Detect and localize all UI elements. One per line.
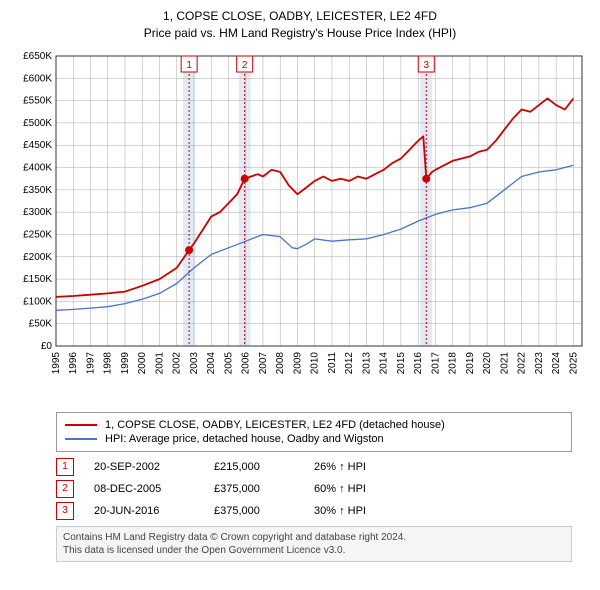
- svg-text:2007: 2007: [258, 351, 269, 374]
- svg-text:1995: 1995: [51, 351, 62, 374]
- svg-text:3: 3: [423, 60, 429, 71]
- transaction-date: 08-DEC-2005: [94, 483, 214, 495]
- transaction-delta: 30% ↑ HPI: [314, 505, 414, 517]
- svg-text:2016: 2016: [413, 351, 424, 374]
- svg-text:2001: 2001: [154, 351, 165, 374]
- svg-text:2011: 2011: [327, 351, 338, 373]
- svg-text:2010: 2010: [310, 351, 321, 374]
- svg-text:2013: 2013: [361, 351, 372, 374]
- svg-text:£550K: £550K: [23, 95, 52, 106]
- svg-text:2003: 2003: [189, 351, 200, 374]
- svg-text:£450K: £450K: [23, 140, 52, 151]
- svg-text:2005: 2005: [223, 351, 234, 374]
- title-line-1: 1, COPSE CLOSE, OADBY, LEICESTER, LE2 4F…: [8, 8, 592, 25]
- transaction-marker: 1: [56, 458, 74, 476]
- svg-text:£50K: £50K: [29, 318, 53, 329]
- svg-text:£200K: £200K: [23, 251, 52, 262]
- svg-text:£600K: £600K: [23, 73, 52, 84]
- footer-attribution: Contains HM Land Registry data © Crown c…: [56, 526, 572, 562]
- svg-text:2017: 2017: [430, 351, 441, 374]
- svg-text:2004: 2004: [206, 351, 217, 374]
- transaction-row: 3 20-JUN-2016 £375,000 30% ↑ HPI: [56, 502, 572, 520]
- svg-text:2025: 2025: [568, 351, 579, 374]
- svg-text:£100K: £100K: [23, 296, 52, 307]
- transaction-row: 1 20-SEP-2002 £215,000 26% ↑ HPI: [56, 458, 572, 476]
- svg-text:2020: 2020: [482, 351, 493, 374]
- svg-text:1999: 1999: [120, 351, 131, 374]
- svg-text:2012: 2012: [344, 351, 355, 374]
- transaction-row: 2 08-DEC-2005 £375,000 60% ↑ HPI: [56, 480, 572, 498]
- svg-text:2: 2: [242, 60, 248, 71]
- svg-text:2021: 2021: [499, 351, 510, 374]
- transaction-marker: 2: [56, 480, 74, 498]
- chart-title-block: 1, COPSE CLOSE, OADBY, LEICESTER, LE2 4F…: [8, 8, 592, 42]
- legend-label: HPI: Average price, detached house, Oadb…: [105, 433, 384, 445]
- svg-text:2018: 2018: [448, 351, 459, 374]
- svg-text:£0: £0: [41, 341, 53, 352]
- transaction-date: 20-SEP-2002: [94, 461, 214, 473]
- chart-area: £0 £50K £100K £150K £200K £250K £300K £350K £400…: [8, 46, 592, 406]
- svg-text:2022: 2022: [517, 351, 528, 374]
- footer-line: Contains HM Land Registry data © Crown c…: [63, 531, 565, 544]
- svg-text:£150K: £150K: [23, 274, 52, 285]
- svg-text:2023: 2023: [534, 351, 545, 374]
- legend-swatch: [65, 438, 97, 440]
- legend-swatch: [65, 424, 97, 426]
- svg-text:1997: 1997: [85, 351, 96, 374]
- transaction-price: £375,000: [214, 505, 314, 517]
- svg-text:2008: 2008: [275, 351, 286, 374]
- svg-text:£250K: £250K: [23, 229, 52, 240]
- legend-item: 1, COPSE CLOSE, OADBY, LEICESTER, LE2 4F…: [65, 419, 563, 431]
- svg-text:1998: 1998: [103, 351, 114, 374]
- svg-text:2009: 2009: [292, 351, 303, 374]
- svg-text:£500K: £500K: [23, 118, 52, 129]
- svg-text:1: 1: [186, 60, 192, 71]
- svg-text:2014: 2014: [379, 351, 390, 374]
- svg-text:2024: 2024: [551, 351, 562, 374]
- chart-svg: £0 £50K £100K £150K £200K £250K £300K £350K £400…: [8, 46, 592, 406]
- transactions-table: 1 20-SEP-2002 £215,000 26% ↑ HPI 2 08-DE…: [56, 458, 572, 520]
- title-line-2: Price paid vs. HM Land Registry's House …: [8, 25, 592, 42]
- transaction-delta: 26% ↑ HPI: [314, 461, 414, 473]
- svg-text:£300K: £300K: [23, 207, 52, 218]
- svg-text:£400K: £400K: [23, 162, 52, 173]
- legend: 1, COPSE CLOSE, OADBY, LEICESTER, LE2 4F…: [56, 412, 572, 452]
- svg-text:2000: 2000: [137, 351, 148, 374]
- svg-text:2015: 2015: [396, 351, 407, 374]
- transaction-price: £375,000: [214, 483, 314, 495]
- legend-item: HPI: Average price, detached house, Oadb…: [65, 433, 563, 445]
- svg-text:2006: 2006: [241, 351, 252, 374]
- svg-text:2019: 2019: [465, 351, 476, 374]
- svg-text:1996: 1996: [68, 351, 79, 374]
- legend-label: 1, COPSE CLOSE, OADBY, LEICESTER, LE2 4F…: [105, 419, 445, 431]
- footer-line: This data is licensed under the Open Gov…: [63, 544, 565, 557]
- transaction-marker: 3: [56, 502, 74, 520]
- svg-text:2002: 2002: [172, 351, 183, 374]
- svg-text:£350K: £350K: [23, 184, 52, 195]
- transaction-date: 20-JUN-2016: [94, 505, 214, 517]
- transaction-delta: 60% ↑ HPI: [314, 483, 414, 495]
- transaction-price: £215,000: [214, 461, 314, 473]
- svg-text:£650K: £650K: [23, 51, 52, 62]
